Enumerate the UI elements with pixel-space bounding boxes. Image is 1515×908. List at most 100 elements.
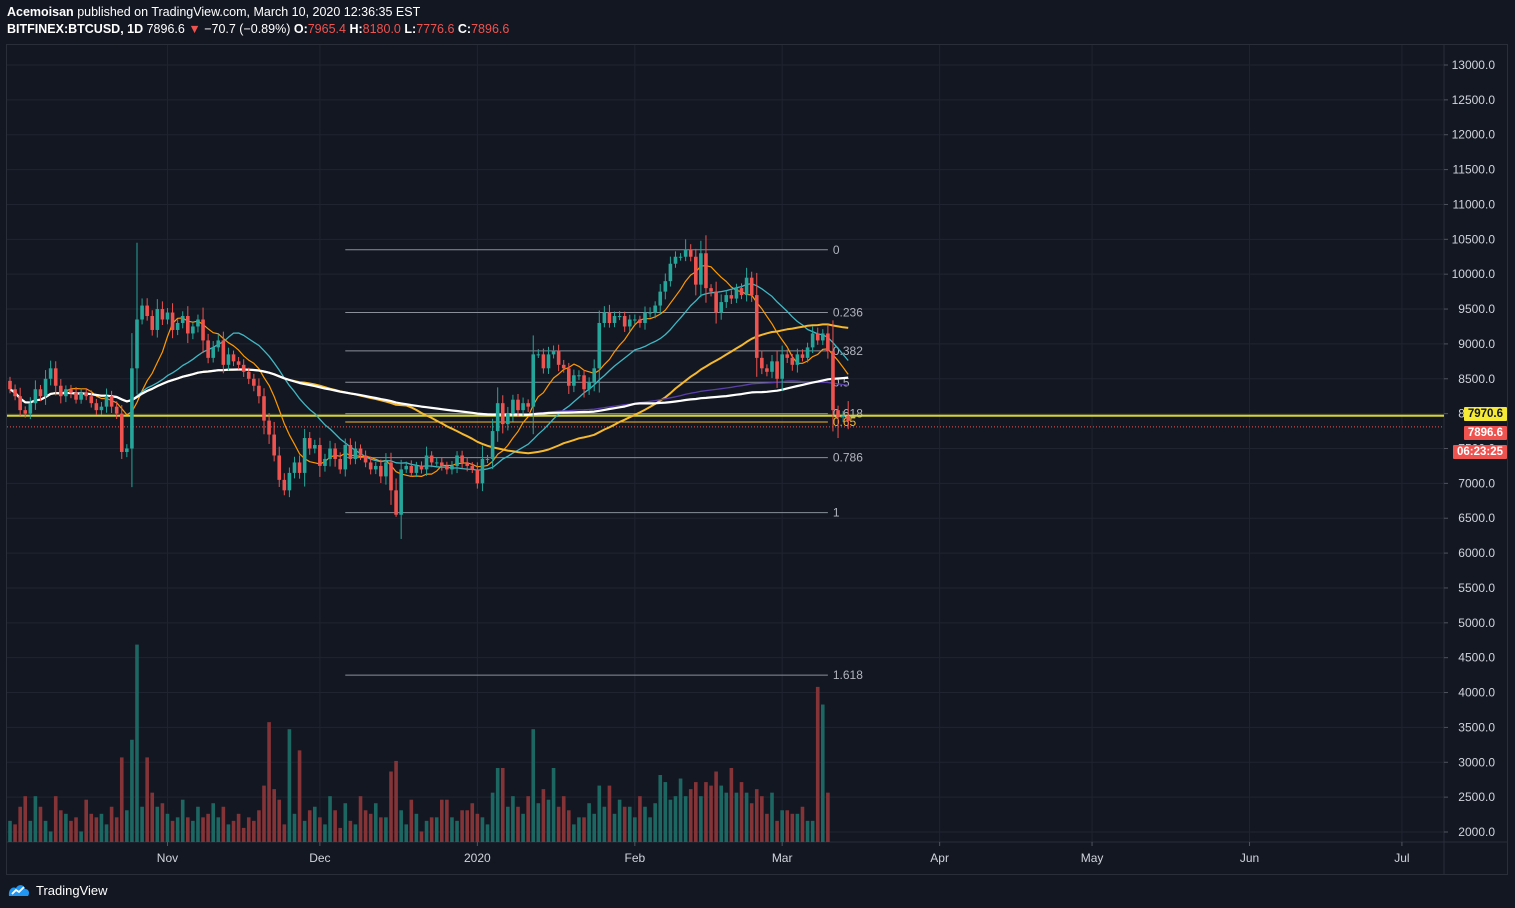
volume-bar-up xyxy=(323,824,327,842)
candle-body-up xyxy=(28,403,33,414)
candle-body-down xyxy=(160,309,165,320)
y-tick-label: 13000.0 xyxy=(1452,58,1496,72)
symbol-label[interactable]: BITFINEX:BTCUSD, 1D xyxy=(7,22,144,36)
candle-body-up xyxy=(450,465,454,470)
candle-body-up xyxy=(683,249,688,257)
candle-body-up xyxy=(506,413,510,425)
volume-bar-down xyxy=(754,789,759,842)
volume-bar-up xyxy=(699,796,703,842)
bar-countdown-tag: 06:23:25 xyxy=(1452,445,1507,459)
volume-bar-up xyxy=(328,796,332,842)
candle-body-down xyxy=(59,385,63,397)
volume-bar-up xyxy=(8,820,12,842)
volume-bar-down xyxy=(318,817,322,842)
candle-body-down xyxy=(709,288,713,292)
footer: TradingView xyxy=(7,879,108,901)
candle-body-up xyxy=(180,316,185,323)
candle-body-down xyxy=(800,354,805,358)
candle-body-up xyxy=(617,316,622,318)
volume-bar-up xyxy=(653,803,657,842)
volume-bar-up xyxy=(643,806,647,842)
candle-body-down xyxy=(607,312,612,323)
candle-body-down xyxy=(145,305,149,317)
fib-level-label: 0 xyxy=(833,243,840,257)
volume-bar-down xyxy=(358,796,363,842)
volume-bar-down xyxy=(241,827,246,842)
candle-body-down xyxy=(297,462,302,473)
candle-body-up xyxy=(841,415,845,418)
volume-bar-down xyxy=(109,806,114,842)
candle-body-down xyxy=(358,448,363,456)
candle-body-up xyxy=(211,347,215,358)
candle-body-up xyxy=(821,333,825,341)
volume-bar-down xyxy=(409,799,414,842)
candle-body-down xyxy=(582,375,586,390)
fib-level-label: 0.236 xyxy=(833,306,863,320)
volume-bar-down xyxy=(688,789,693,842)
volume-bar-down xyxy=(704,782,708,842)
y-tick-label: 2000.0 xyxy=(1458,825,1495,839)
volume-bar-up xyxy=(399,810,403,842)
volume-bar-up xyxy=(592,813,596,842)
author-name[interactable]: Acemoisan xyxy=(7,5,74,19)
volume-bar-up xyxy=(531,729,536,842)
candle-body-down xyxy=(704,253,708,289)
candle-body-down xyxy=(785,354,790,358)
candle-body-up xyxy=(287,472,292,491)
volume-bar-up xyxy=(572,824,576,842)
candle-body-up xyxy=(653,305,657,313)
candle-body-down xyxy=(241,364,246,372)
tradingview-logo-icon[interactable] xyxy=(7,882,31,898)
volume-bar-down xyxy=(89,813,94,842)
volume-bar-up xyxy=(495,767,500,842)
y-tick-label: 10500.0 xyxy=(1452,232,1496,246)
volume-bar-down xyxy=(714,771,718,842)
candle-body-up xyxy=(196,319,200,327)
candle-body-down xyxy=(231,354,236,362)
x-tick-label: Jul xyxy=(1394,851,1409,865)
candle-body-down xyxy=(236,361,241,365)
candle-body-up xyxy=(480,458,485,484)
y-tick-label: 4500.0 xyxy=(1458,651,1495,665)
candle-body-down xyxy=(53,368,58,386)
tradingview-brand[interactable]: TradingView xyxy=(36,882,108,898)
volume-bar-up xyxy=(744,792,749,842)
low-label: L: xyxy=(404,22,417,36)
volume-bar-up xyxy=(33,796,38,842)
candle-body-up xyxy=(536,354,541,356)
candle-body-down xyxy=(348,445,353,459)
volume-bar-down xyxy=(765,813,769,842)
volume-bar-down xyxy=(622,806,627,842)
volume-bar-down xyxy=(470,803,475,842)
volume-bar-down xyxy=(170,820,175,842)
volume-bar-down xyxy=(231,820,236,842)
volume-bar-up xyxy=(795,813,800,842)
candle-body-down xyxy=(89,396,94,404)
volume-bar-down xyxy=(252,820,256,842)
volume-bar-up xyxy=(180,799,185,842)
candle-body-up xyxy=(434,462,439,464)
volume-bar-up xyxy=(414,813,419,842)
candle-body-up xyxy=(795,354,800,365)
candle-body-up xyxy=(546,354,551,369)
candle-body-up xyxy=(521,403,525,411)
candle-body-up xyxy=(48,368,53,379)
volume-bar-up xyxy=(196,806,200,842)
candle-body-down xyxy=(38,389,43,397)
candle-body-up xyxy=(399,469,403,515)
candle-body-up xyxy=(485,458,490,460)
volume-bar-down xyxy=(475,813,480,842)
y-tick-label: 7000.0 xyxy=(1458,476,1495,490)
volume-bar-up xyxy=(165,813,170,842)
volume-bar-up xyxy=(99,813,104,842)
candle-body-down xyxy=(201,319,205,341)
volume-bar-up xyxy=(211,803,215,842)
candle-body-up xyxy=(719,302,723,313)
candle-body-down xyxy=(119,413,124,452)
candle-body-up xyxy=(79,392,83,400)
candle-body-up xyxy=(602,312,607,323)
candle-body-down xyxy=(541,354,546,369)
volume-bar-down xyxy=(38,806,43,842)
volume-bar-down xyxy=(23,796,28,842)
